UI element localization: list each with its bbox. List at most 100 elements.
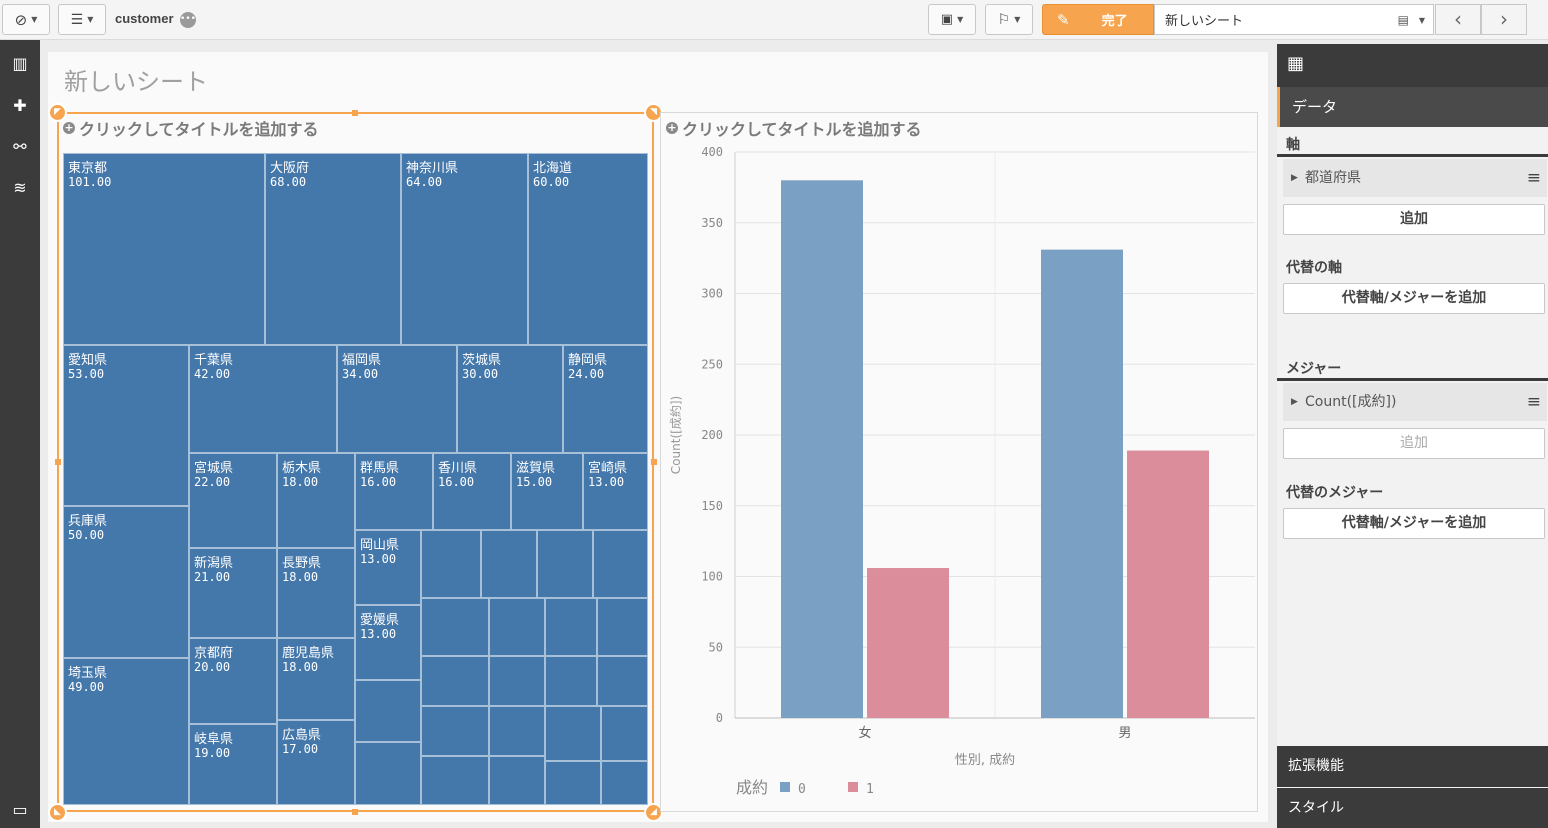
bar[interactable] (781, 180, 863, 719)
treemap-cell[interactable]: 岡山県 13.00 (355, 530, 421, 605)
treemap[interactable]: 東京都 101.00 大阪府 68.00 神奈川県 64.00 北海道 60.00 愛知県 53.… (63, 153, 648, 805)
treemap-cell-unlabeled[interactable] (421, 530, 481, 598)
previous-sheet-button[interactable]: ‹ (1435, 4, 1481, 35)
treemap-cell[interactable]: 埼玉県 49.00 (63, 658, 189, 805)
resize-handle-bottom[interactable] (352, 809, 358, 815)
bar-chart-title-placeholder[interactable]: + クリックしてタイトルを追加する (666, 116, 922, 140)
treemap-cell-unlabeled[interactable] (593, 530, 648, 598)
treemap-cell-name: 茨城県 (462, 353, 502, 368)
add-measure-button[interactable]: 追加 (1283, 428, 1545, 459)
treemap-cell[interactable]: 群馬県 16.00 (355, 453, 433, 530)
resize-handle-bottom-left[interactable]: ◣ (48, 803, 67, 822)
treemap-cell[interactable]: 滋賀県 15.00 (511, 453, 583, 530)
treemap-cell[interactable]: 千葉県 42.00 (189, 345, 337, 453)
data-tab[interactable]: データ (1277, 87, 1548, 127)
treemap-cell-unlabeled[interactable] (489, 756, 545, 805)
treemap-cell-unlabeled[interactable] (421, 656, 489, 706)
treemap-cell[interactable]: 東京都 101.00 (63, 153, 265, 345)
treemap-cell-name: 愛知県 (68, 353, 108, 368)
treemap-cell[interactable]: 京都府 20.00 (189, 638, 277, 724)
add-alt-dimension-button[interactable]: 代替軸/メジャーを追加 (1283, 283, 1545, 314)
treemap-cell-unlabeled[interactable] (597, 656, 648, 706)
treemap-cell-unlabeled[interactable] (355, 742, 421, 805)
done-button[interactable]: ✎ 完了 (1042, 4, 1154, 35)
treemap-cell[interactable]: 岐阜県 19.00 (189, 724, 277, 805)
treemap-cell[interactable]: 北海道 60.00 (528, 153, 648, 345)
bar-chart-object[interactable] (660, 112, 1258, 812)
measure-field-row[interactable]: ▶ Count([成約]) ≡ (1283, 383, 1547, 421)
treemap-cell[interactable]: 福岡県 34.00 (337, 345, 457, 453)
treemap-cell-unlabeled[interactable] (355, 680, 421, 742)
add-alt-measure-button[interactable]: 代替軸/メジャーを追加 (1283, 508, 1545, 539)
treemap-title-placeholder[interactable]: + クリックしてタイトルを追加する (63, 116, 319, 140)
sheet-selector[interactable]: 新しいシート ▤ ▼ (1154, 4, 1434, 35)
treemap-cell-unlabeled[interactable] (545, 598, 597, 656)
treemap-cell[interactable]: 宮崎県 13.00 (583, 453, 648, 530)
drag-menu-icon[interactable]: ≡ (1526, 168, 1541, 188)
treemap-cell[interactable]: 新潟県 21.00 (189, 548, 277, 638)
treemap-cell-name: 愛媛県 (360, 613, 400, 628)
treemap-cell[interactable]: 宮城県 22.00 (189, 453, 277, 548)
database-icon[interactable]: ≋ (13, 178, 27, 197)
sheet-title[interactable]: 新しいシート (64, 68, 208, 96)
treemap-cell-unlabeled[interactable] (481, 530, 537, 598)
next-sheet-button[interactable]: › (1481, 4, 1527, 35)
extensions-section[interactable]: 拡張機能 (1277, 746, 1548, 787)
bar[interactable] (867, 568, 949, 718)
charts-icon[interactable]: ▥ (12, 54, 28, 73)
treemap-cell[interactable]: 香川県 16.00 (433, 453, 511, 530)
treemap-cell-unlabeled[interactable] (597, 598, 648, 656)
treemap-cell-value: 49.00 (68, 680, 105, 694)
drag-menu-icon[interactable]: ≡ (1526, 392, 1541, 412)
treemap-cell-value: 17.00 (282, 742, 319, 756)
treemap-cell[interactable]: 茨城県 30.00 (457, 345, 563, 453)
resize-handle-bottom-right[interactable]: ◢ (644, 803, 663, 822)
treemap-cell-unlabeled[interactable] (601, 761, 648, 805)
more-icon[interactable]: ••• (180, 12, 196, 28)
resize-handle-top-left[interactable]: ◤ (48, 103, 67, 122)
link-icon[interactable]: ⚯ (13, 137, 27, 156)
treemap-cell[interactable]: 静岡県 24.00 (563, 345, 648, 453)
treemap-cell-unlabeled[interactable] (489, 598, 545, 656)
treemap-cell-unlabeled[interactable] (545, 761, 601, 805)
treemap-cell[interactable]: 兵庫県 50.00 (63, 506, 189, 658)
resize-handle-left[interactable] (55, 459, 61, 465)
dimensions-heading: 軸 (1286, 137, 1300, 153)
treemap-cell-unlabeled[interactable] (421, 706, 489, 756)
treemap-cell[interactable]: 愛知県 53.00 (63, 345, 189, 506)
treemap-cell-unlabeled[interactable] (489, 706, 545, 756)
treemap-cell-name: 新潟県 (194, 556, 234, 571)
treemap-cell[interactable]: 愛媛県 13.00 (355, 605, 421, 680)
treemap-cell[interactable]: 神奈川県 64.00 (401, 153, 528, 345)
treemap-cell-unlabeled[interactable] (601, 706, 648, 761)
bookmark-button[interactable]: ⚐ ▼ (985, 4, 1033, 35)
treemap-cell-unlabeled[interactable] (537, 530, 593, 598)
treemap-cell[interactable]: 広島県 17.00 (277, 720, 355, 805)
style-section[interactable]: スタイル (1277, 788, 1548, 828)
treemap-cell-unlabeled[interactable] (421, 598, 489, 656)
treemap-cell[interactable]: 大阪府 68.00 (265, 153, 401, 345)
layout-grid-icon[interactable]: ▦ (1287, 53, 1305, 74)
present-button[interactable]: ▣ ▼ (928, 4, 976, 35)
bar[interactable] (1127, 450, 1209, 718)
puzzle-icon[interactable]: ✚ (13, 96, 27, 115)
dimension-field-row[interactable]: ▶ 都道府県 ≡ (1283, 159, 1547, 197)
treemap-cell-unlabeled[interactable] (545, 706, 601, 761)
alt-measures-heading: 代替のメジャー (1286, 485, 1384, 501)
resize-handle-top[interactable] (352, 110, 358, 116)
treemap-cell-name: 北海道 (533, 161, 573, 176)
details-icon[interactable]: ▭ (12, 800, 28, 819)
treemap-cell-unlabeled[interactable] (421, 756, 489, 805)
treemap-cell[interactable]: 栃木県 18.00 (277, 453, 355, 548)
treemap-cell[interactable]: 長野県 18.00 (277, 548, 355, 638)
navigation-menu-button[interactable]: ⊘ ▼ (2, 4, 50, 35)
treemap-cell-unlabeled[interactable] (489, 656, 545, 706)
treemap-cell-unlabeled[interactable] (545, 656, 597, 706)
global-menu-button[interactable]: ☰ ▼ (58, 4, 106, 35)
bar[interactable] (1041, 249, 1123, 718)
resize-handle-right[interactable] (651, 459, 657, 465)
add-dimension-button[interactable]: 追加 (1283, 204, 1545, 235)
treemap-cell[interactable]: 鹿児島県 18.00 (277, 638, 355, 720)
bar-chart[interactable]: 0 50 100 150 200 250 300 350 400 女 男 Count([成約]) 性別,… (660, 140, 1256, 808)
treemap-cell-value: 24.00 (568, 367, 605, 381)
